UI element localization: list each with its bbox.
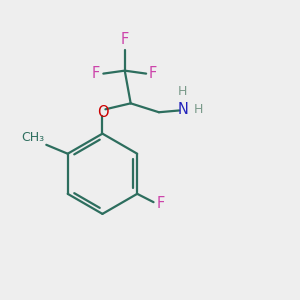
Text: N: N [177,102,188,117]
Text: F: F [157,196,165,211]
Text: CH₃: CH₃ [22,130,45,144]
Text: F: F [92,66,100,81]
Text: F: F [149,66,158,81]
Text: F: F [121,32,129,47]
Text: H: H [177,85,187,98]
Text: O: O [97,105,108,120]
Text: H: H [194,103,203,116]
